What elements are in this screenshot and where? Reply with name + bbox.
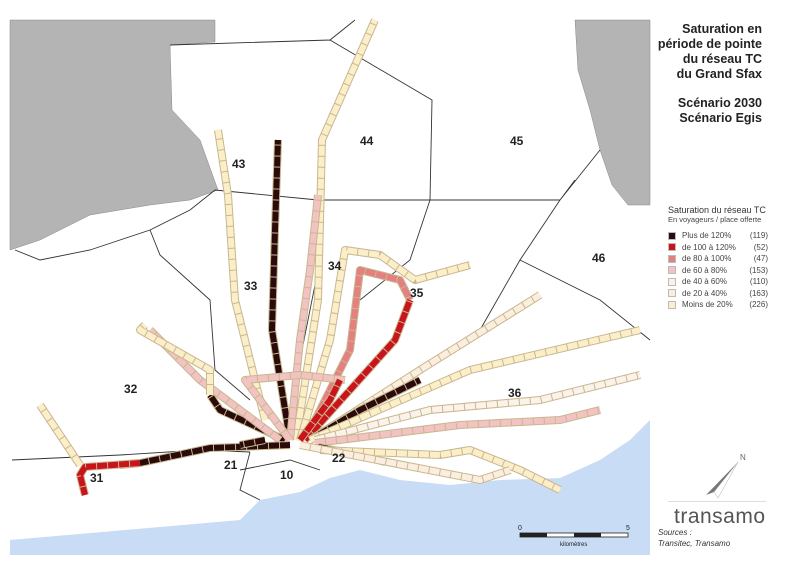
title-line: Saturation en xyxy=(682,22,762,36)
zone-label: 43 xyxy=(232,157,246,171)
sources-label: Sources : xyxy=(658,528,692,537)
legend-count: (226) xyxy=(749,300,768,310)
outside-area-northeast xyxy=(574,19,651,206)
route-segment xyxy=(314,372,641,443)
sources: Sources : Transitec, Transamo xyxy=(658,527,730,549)
legend-swatch xyxy=(668,254,676,263)
legend-label: Plus de 120% xyxy=(682,231,732,241)
legend-label: Moins de 20% xyxy=(682,300,733,310)
legend-subtitle: En voyageurs / place offerte xyxy=(668,215,762,224)
route-segment xyxy=(269,139,293,441)
legend-item: de 100 à 120% (52) xyxy=(668,242,768,254)
transamo-logo: transamo xyxy=(674,505,766,528)
title-line: du Grand Sfax xyxy=(676,67,762,81)
zone-boundaries xyxy=(11,19,651,501)
scale-end: 5 xyxy=(626,525,630,532)
legend-swatch xyxy=(668,289,676,298)
zone-label: 21 xyxy=(224,458,238,472)
legend-item: de 20 à 40% (163) xyxy=(668,288,768,300)
legend-swatch xyxy=(668,277,676,286)
route-segment xyxy=(308,292,542,443)
legend-item: de 40 à 60% (110) xyxy=(668,276,768,288)
legend-swatch xyxy=(668,243,676,252)
legend-count: (52) xyxy=(753,242,768,252)
zone-label: 33 xyxy=(244,279,258,293)
legend-swatch xyxy=(668,300,676,309)
route-segment xyxy=(319,447,562,493)
scenario-line: Scénario Egis xyxy=(679,111,762,125)
legend-item: de 80 à 100% (47) xyxy=(668,253,768,265)
legend-count: (47) xyxy=(753,254,768,264)
scenario-line: Scénario 2030 xyxy=(677,96,762,110)
legend-count: (153) xyxy=(749,265,768,275)
zone-label: 22 xyxy=(332,451,346,465)
route-segment xyxy=(37,403,83,467)
north-label: N xyxy=(740,453,746,462)
route-segment xyxy=(287,194,321,441)
route-segment xyxy=(242,372,346,442)
route-segment xyxy=(314,407,601,446)
divider xyxy=(668,501,766,502)
zone-label: 36 xyxy=(508,386,522,400)
sources-text: Transitec, Transamo xyxy=(658,539,731,548)
scale-start: 0 xyxy=(518,525,522,532)
zone-label: 35 xyxy=(410,286,424,300)
title-line: du réseau TC xyxy=(682,52,762,66)
route-segment xyxy=(302,298,413,443)
legend-count: (119) xyxy=(749,231,768,241)
route-segment xyxy=(137,322,213,395)
sea xyxy=(10,420,650,555)
zone-label: 45 xyxy=(510,134,524,148)
legend-item: Plus de 120% (119) xyxy=(668,230,768,242)
zone-label: 44 xyxy=(360,134,374,148)
route-segment xyxy=(299,442,511,483)
scale-unit: kilomètres xyxy=(560,542,587,548)
legend-swatch xyxy=(668,231,676,240)
zone-label: 46 xyxy=(592,251,606,265)
legend: Saturation du réseau TC En voyageurs / p… xyxy=(668,205,768,311)
zone-label: 31 xyxy=(90,471,104,485)
route-segment xyxy=(215,129,268,421)
legend-label: de 80 à 100% xyxy=(682,254,732,264)
route-segment xyxy=(308,327,641,443)
legend-count: (110) xyxy=(749,277,768,287)
route-segment xyxy=(239,437,266,448)
legend-label: de 100 à 120% xyxy=(682,242,736,252)
legend-title: Saturation du réseau TC xyxy=(668,205,766,215)
route-segment xyxy=(297,247,471,441)
legend-item: Moins de 20% (226) xyxy=(668,299,768,311)
legend-count: (163) xyxy=(749,288,768,298)
zone-label: 34 xyxy=(328,259,342,273)
legend-swatch xyxy=(668,266,676,275)
legend-label: de 60 à 80% xyxy=(682,265,727,275)
scale-bar: 0 5 kilomètres xyxy=(518,525,630,548)
zone-label: 32 xyxy=(124,382,138,396)
title-line: période de pointe xyxy=(657,37,762,51)
map-title: Saturation en période de pointe du résea… xyxy=(612,22,762,126)
legend-item: de 60 à 80% (153) xyxy=(668,265,768,277)
zone-label: 10 xyxy=(280,468,294,482)
route-segment xyxy=(293,18,378,441)
legend-label: de 40 à 60% xyxy=(682,277,727,287)
route-segment xyxy=(77,460,141,496)
north-arrow-icon: N xyxy=(706,453,746,499)
legend-label: de 20 à 40% xyxy=(682,288,727,298)
route-segment xyxy=(297,378,343,442)
